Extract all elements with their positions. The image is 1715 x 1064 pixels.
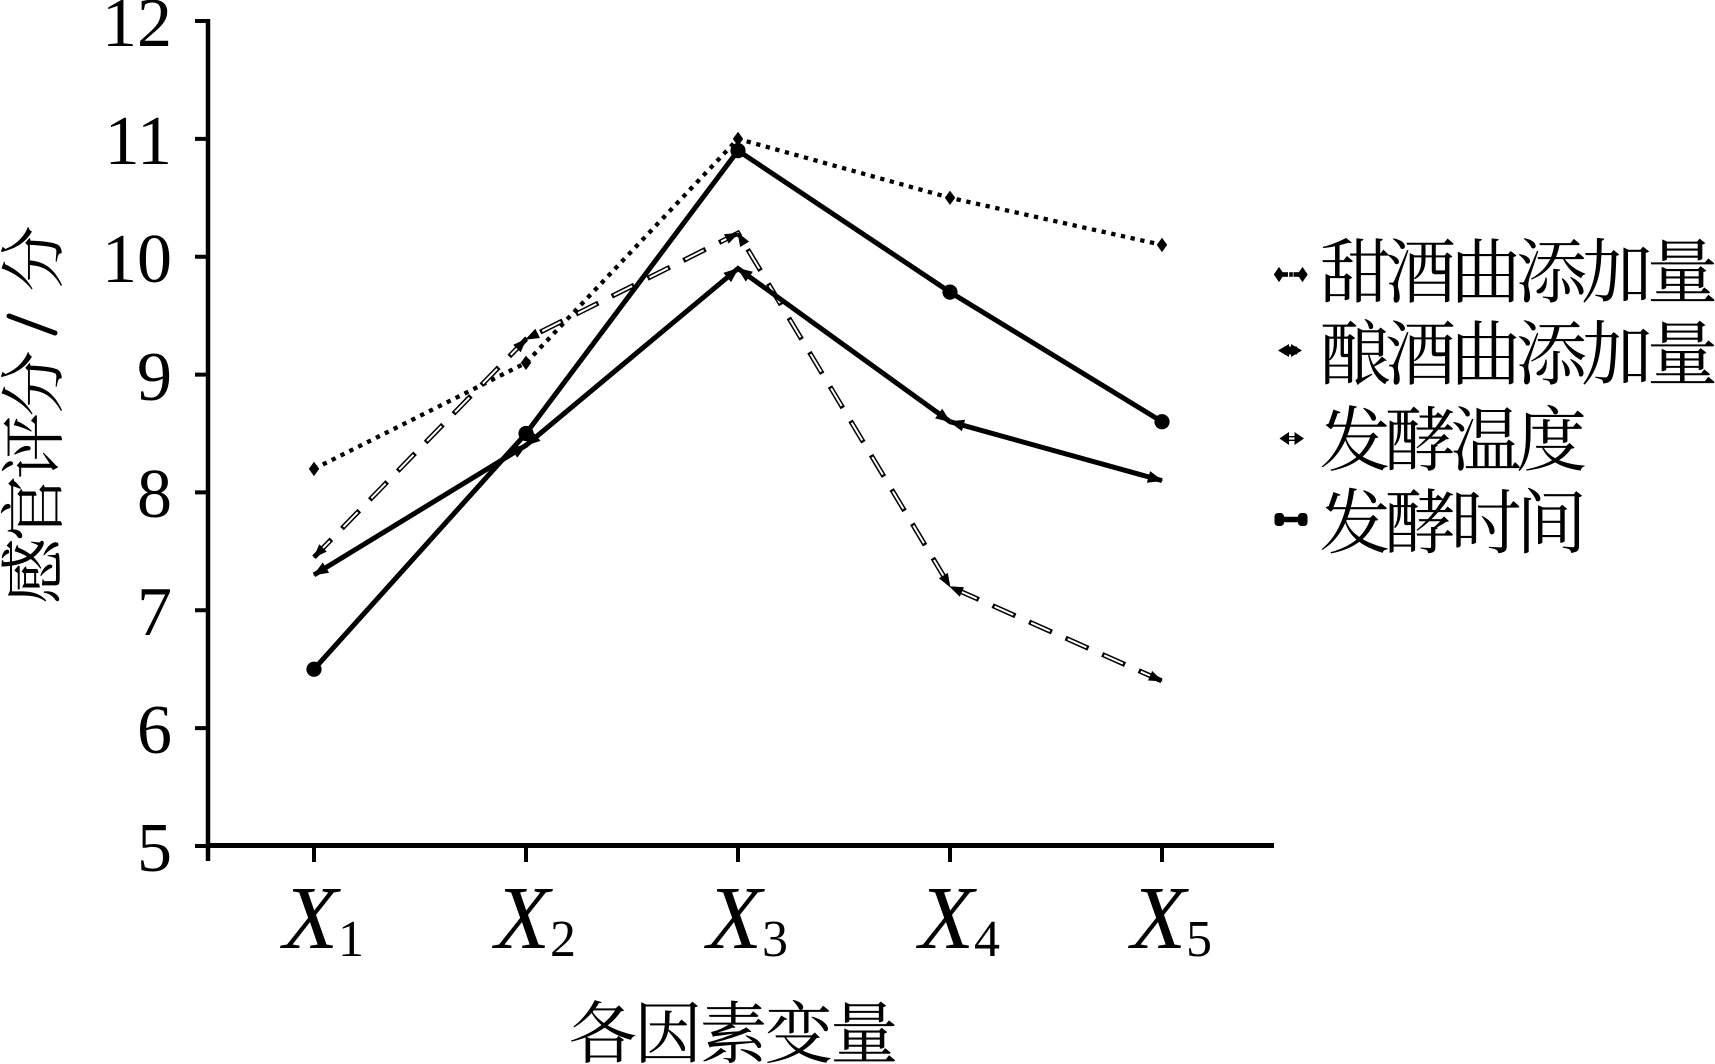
svg-text:12: 12 — [102, 0, 172, 62]
svg-text:11: 11 — [105, 103, 172, 180]
svg-text:10: 10 — [102, 221, 172, 298]
svg-text:8: 8 — [137, 456, 172, 533]
svg-text:X3: X3 — [704, 869, 788, 968]
svg-text:5: 5 — [137, 810, 172, 887]
svg-text:7: 7 — [137, 574, 172, 651]
svg-text:6: 6 — [137, 692, 172, 769]
svg-text:9: 9 — [137, 339, 172, 416]
